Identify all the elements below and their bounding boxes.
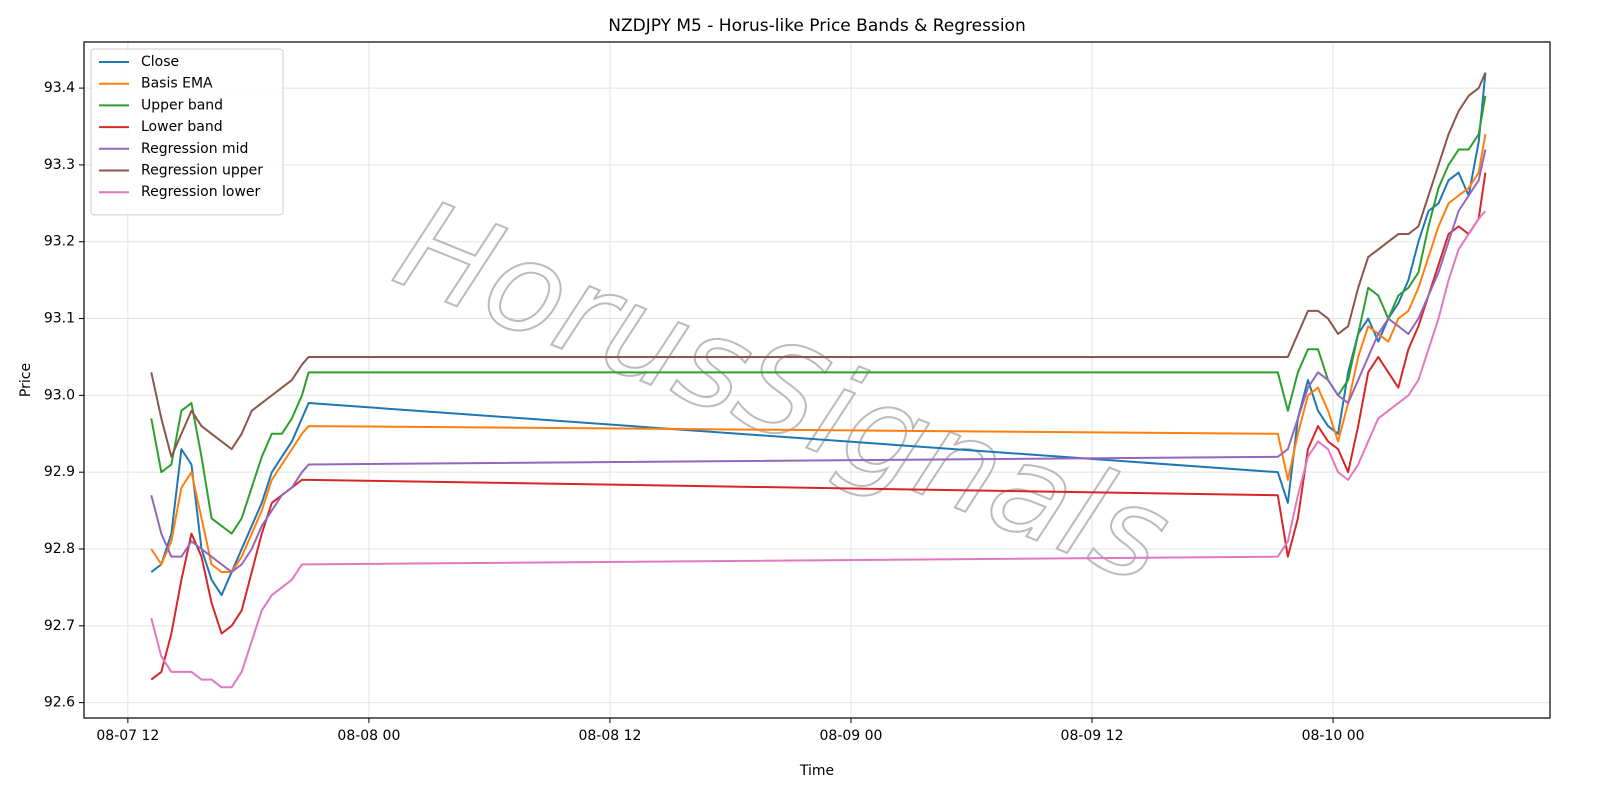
legend-label: Close [141, 54, 179, 70]
line-series [150, 172, 1487, 681]
legend-label: Regression mid [141, 141, 248, 157]
y-tick-label: 92.7 [44, 618, 75, 634]
line-series [150, 134, 1487, 574]
x-tick-label: 08-09 12 [1061, 728, 1124, 744]
y-tick-label: 93.3 [44, 157, 75, 173]
legend-label: Regression lower [141, 184, 261, 200]
y-tick-label: 92.8 [44, 541, 75, 557]
y-tick-label: 93.1 [44, 311, 75, 327]
x-tick-label: 08-08 00 [337, 728, 400, 744]
plot-frame [83, 41, 1551, 719]
x-axis-label: Time [799, 763, 834, 779]
line-series [150, 72, 1487, 458]
x-tick-label: 08-08 12 [578, 728, 641, 744]
x-tick-label: 08-07 12 [96, 728, 159, 744]
y-axis-label: Price [18, 363, 34, 397]
x-tick-label: 08-10 00 [1302, 728, 1365, 744]
line-series [150, 95, 1487, 535]
y-tick-label: 93.4 [44, 80, 75, 96]
legend-label: Regression upper [141, 163, 263, 179]
line-series [150, 149, 1487, 574]
legend-label: Lower band [141, 119, 223, 135]
legend-label: Upper band [141, 97, 223, 113]
x-tick-label: 08-09 00 [820, 728, 883, 744]
y-tick-label: 93.2 [44, 234, 75, 250]
legend-label: Basis EMA [141, 76, 213, 92]
legend: Close Basis EMA Upper band Lower band Regres… [90, 48, 284, 216]
y-tick-label: 92.6 [44, 695, 75, 711]
chart-title: NZDJPY M5 - Horus-like Price Bands & Reg… [608, 16, 1025, 36]
line-series [150, 210, 1487, 689]
y-tick-label: 93.0 [44, 387, 75, 403]
legend-box [90, 48, 284, 216]
y-tick-label: 92.9 [44, 464, 75, 480]
